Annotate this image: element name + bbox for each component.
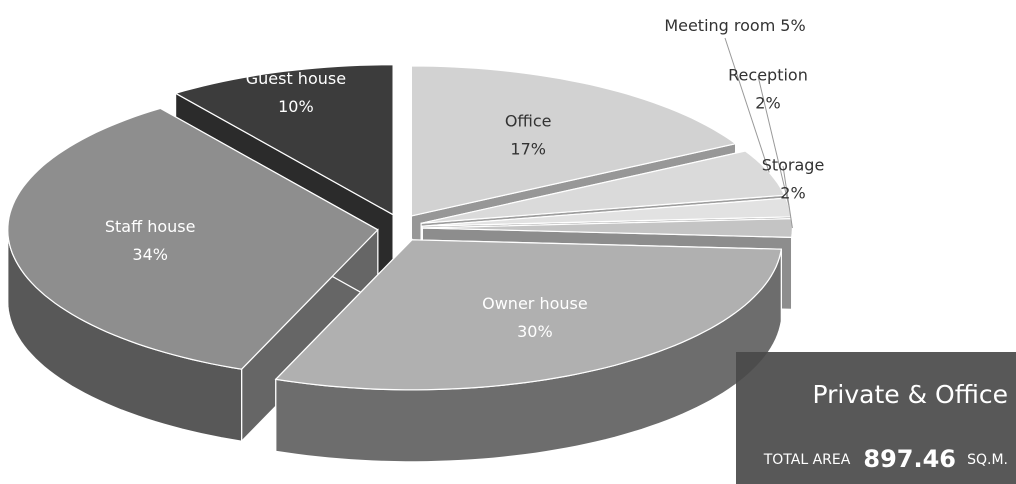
value-label: 2% bbox=[755, 94, 780, 113]
labels: Office 17% Meeting room 5% Reception 2% Storag… bbox=[105, 16, 824, 341]
leader-line bbox=[724, 37, 770, 173]
value-label: 2% bbox=[780, 184, 805, 203]
leader-line bbox=[782, 165, 793, 229]
total-value: 897.46 bbox=[863, 445, 956, 473]
slice bbox=[274, 239, 783, 391]
category-label: Owner house bbox=[482, 294, 588, 313]
category-label: Meeting room bbox=[664, 16, 775, 35]
value-label: 10% bbox=[278, 97, 314, 116]
slice bbox=[410, 65, 738, 217]
total-unit: SQ.M. bbox=[967, 452, 1008, 468]
slice-side bbox=[791, 227, 793, 310]
summary-panel bbox=[736, 352, 1016, 484]
data-label: Meeting room 5% bbox=[664, 16, 805, 35]
category-label: Storage bbox=[762, 156, 825, 175]
value-label: 30% bbox=[517, 322, 553, 341]
value-label: 17% bbox=[510, 139, 546, 158]
pie bbox=[7, 64, 793, 463]
category-label: Office bbox=[505, 111, 552, 130]
slice bbox=[174, 64, 394, 216]
panel-title: Private & Office bbox=[812, 380, 1008, 409]
category-label: Staff house bbox=[105, 217, 196, 236]
category-label: Reception bbox=[728, 66, 808, 85]
slice bbox=[7, 107, 379, 370]
category-label: Guest house bbox=[246, 69, 346, 88]
value-label: 5% bbox=[780, 16, 805, 35]
slice bbox=[420, 150, 786, 224]
leader-line bbox=[757, 75, 790, 208]
total-label: TOTAL AREA bbox=[763, 452, 851, 468]
value-label: 34% bbox=[132, 245, 168, 264]
panel-total: TOTAL AREA 897.46 SQ.M. bbox=[763, 445, 1008, 473]
